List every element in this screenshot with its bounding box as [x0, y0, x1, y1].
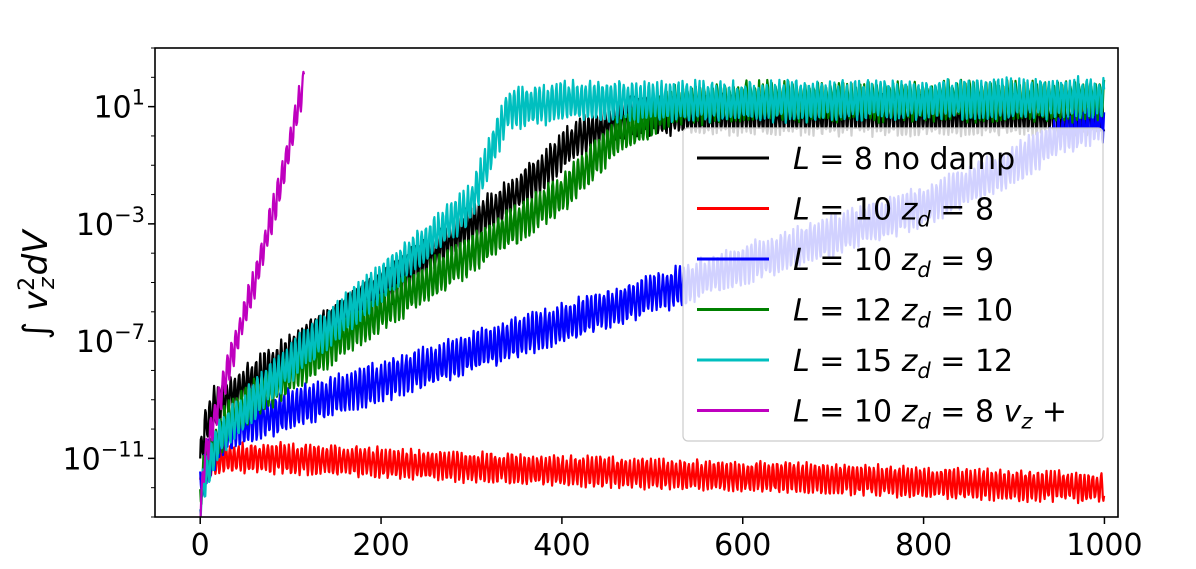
- x-tick-label: 400: [533, 528, 590, 563]
- y-tick-label: 10−7: [76, 320, 145, 360]
- x-tick-label: 0: [191, 528, 210, 563]
- legend-entry-label: L = 15 zd = 12: [793, 344, 1013, 383]
- y-axis-label: ∫ v2zdV: [15, 228, 60, 340]
- legend-box: [682, 127, 1104, 442]
- legend-entry-label: L = 10 zd = 8: [793, 193, 994, 232]
- series-layer: [199, 70, 1106, 517]
- legend-entry-label: L = 12 zd = 10: [793, 294, 1013, 333]
- legend-entry-label: L = 8 no damp: [793, 142, 1015, 177]
- x-axis: 0 200 400 600 800 1000: [191, 517, 1143, 563]
- series-line-6: [199, 70, 306, 517]
- y-tick-label: 101: [93, 86, 145, 126]
- series-line-2: [199, 440, 1106, 505]
- legend-entry-label: L = 10 zd = 8 vz +: [793, 395, 1067, 434]
- x-tick-label: 1000: [1066, 528, 1142, 563]
- series-line-5: [199, 74, 1106, 517]
- legend-entry-label: L = 10 zd = 9: [793, 243, 994, 282]
- x-tick-label: 600: [714, 528, 771, 563]
- x-tick-label: 200: [352, 528, 409, 563]
- y-tick-label: 10−3: [76, 203, 145, 243]
- y-axis: 10−11 10−7 10−3 101: [62, 47, 155, 518]
- y-tick-label: 10−11: [62, 437, 145, 477]
- x-tick-label: 800: [895, 528, 952, 563]
- legend: L = 8 no damp L = 10 zd = 8 L = 10 zd = 9 L…: [682, 127, 1104, 442]
